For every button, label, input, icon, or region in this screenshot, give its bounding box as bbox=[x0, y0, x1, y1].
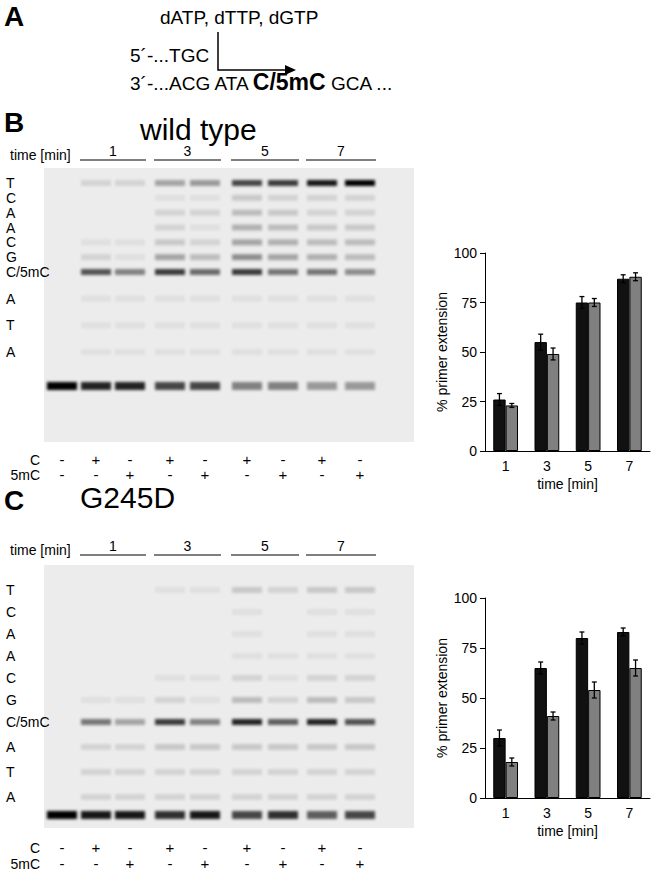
svg-text:+: + bbox=[279, 855, 288, 872]
svg-text:A: A bbox=[6, 291, 16, 307]
svg-text:A: A bbox=[6, 344, 16, 360]
svg-text:25: 25 bbox=[461, 740, 477, 756]
svg-text:5: 5 bbox=[584, 805, 592, 821]
svg-text:+: + bbox=[166, 839, 175, 856]
svg-text:time [min]: time [min] bbox=[10, 147, 71, 163]
svg-text:C: C bbox=[6, 670, 16, 686]
svg-text:T: T bbox=[6, 582, 15, 598]
svg-text:-: - bbox=[94, 855, 99, 872]
svg-text:G245D: G245D bbox=[80, 481, 175, 514]
svg-text:-: - bbox=[320, 855, 325, 872]
svg-text:B: B bbox=[4, 107, 24, 138]
svg-text:-: - bbox=[358, 839, 363, 856]
svg-text:+: + bbox=[126, 855, 135, 872]
svg-text:-: - bbox=[168, 855, 173, 872]
svg-text:T: T bbox=[6, 317, 15, 333]
svg-text:C/5mC: C/5mC bbox=[6, 264, 50, 280]
svg-text:3: 3 bbox=[543, 805, 551, 821]
svg-text:+: + bbox=[201, 855, 210, 872]
svg-text:0: 0 bbox=[469, 443, 477, 459]
svg-text:-: - bbox=[245, 466, 250, 483]
svg-text:-: - bbox=[281, 839, 286, 856]
svg-text:+: + bbox=[201, 466, 210, 483]
svg-text:100: 100 bbox=[454, 590, 478, 606]
svg-text:3: 3 bbox=[543, 458, 551, 474]
svg-text:-: - bbox=[60, 855, 65, 872]
svg-text:3´-...ACG ATA C/5mC GCA ...: 3´-...ACG ATA C/5mC GCA ... bbox=[130, 69, 392, 95]
svg-text:% primer extension: % primer extension bbox=[434, 638, 450, 758]
svg-text:wild type: wild type bbox=[139, 113, 257, 146]
svg-text:7: 7 bbox=[625, 458, 633, 474]
svg-text:3: 3 bbox=[184, 538, 192, 554]
svg-text:0: 0 bbox=[469, 790, 477, 806]
svg-text:+: + bbox=[92, 839, 101, 856]
svg-text:C/5mC: C/5mC bbox=[6, 714, 50, 730]
svg-text:5mC: 5mC bbox=[10, 856, 40, 872]
svg-text:C: C bbox=[6, 190, 16, 206]
svg-text:1: 1 bbox=[109, 538, 117, 554]
svg-text:1: 1 bbox=[502, 805, 510, 821]
svg-text:C: C bbox=[30, 452, 40, 468]
svg-text:dATP, dTTP, dGTP: dATP, dTTP, dGTP bbox=[160, 7, 318, 28]
svg-text:T: T bbox=[6, 764, 15, 780]
svg-text:75: 75 bbox=[461, 295, 477, 311]
svg-text:+: + bbox=[356, 855, 365, 872]
svg-text:A: A bbox=[6, 626, 16, 642]
svg-text:5´-...TGC: 5´-...TGC bbox=[130, 45, 209, 66]
svg-text:A: A bbox=[6, 739, 16, 755]
svg-text:-: - bbox=[245, 855, 250, 872]
svg-text:+: + bbox=[243, 839, 252, 856]
svg-text:C: C bbox=[4, 485, 24, 516]
svg-text:time [min]: time [min] bbox=[537, 823, 598, 839]
svg-text:-: - bbox=[60, 466, 65, 483]
svg-text:A: A bbox=[6, 205, 16, 221]
svg-text:+: + bbox=[318, 839, 327, 856]
svg-text:+: + bbox=[356, 466, 365, 483]
svg-text:5mC: 5mC bbox=[10, 467, 40, 483]
svg-text:G: G bbox=[6, 692, 17, 708]
svg-text:A: A bbox=[6, 789, 16, 805]
svg-text:A: A bbox=[4, 1, 24, 32]
svg-text:C: C bbox=[30, 840, 40, 856]
svg-text:time [min]: time [min] bbox=[10, 542, 71, 558]
svg-text:-: - bbox=[320, 466, 325, 483]
svg-text:-: - bbox=[60, 839, 65, 856]
svg-text:75: 75 bbox=[461, 640, 477, 656]
svg-text:% primer extension: % primer extension bbox=[434, 292, 450, 412]
svg-text:7: 7 bbox=[625, 805, 633, 821]
svg-text:1: 1 bbox=[502, 458, 510, 474]
svg-text:C: C bbox=[6, 604, 16, 620]
svg-text:50: 50 bbox=[461, 344, 477, 360]
svg-text:C: C bbox=[6, 234, 16, 250]
svg-text:time [min]: time [min] bbox=[537, 476, 598, 492]
svg-text:-: - bbox=[203, 839, 208, 856]
svg-text:T: T bbox=[6, 175, 15, 191]
svg-text:50: 50 bbox=[461, 690, 477, 706]
svg-text:G: G bbox=[6, 249, 17, 265]
svg-text:1: 1 bbox=[109, 143, 117, 159]
svg-text:5: 5 bbox=[261, 538, 269, 554]
svg-text:100: 100 bbox=[454, 245, 478, 261]
svg-text:A: A bbox=[6, 220, 16, 236]
svg-text:3: 3 bbox=[184, 143, 192, 159]
svg-text:A: A bbox=[6, 648, 16, 664]
svg-text:-: - bbox=[128, 839, 133, 856]
svg-text:+: + bbox=[279, 466, 288, 483]
svg-text:5: 5 bbox=[584, 458, 592, 474]
svg-text:5: 5 bbox=[261, 143, 269, 159]
svg-text:7: 7 bbox=[337, 143, 345, 159]
svg-text:25: 25 bbox=[461, 394, 477, 410]
svg-text:7: 7 bbox=[337, 538, 345, 554]
